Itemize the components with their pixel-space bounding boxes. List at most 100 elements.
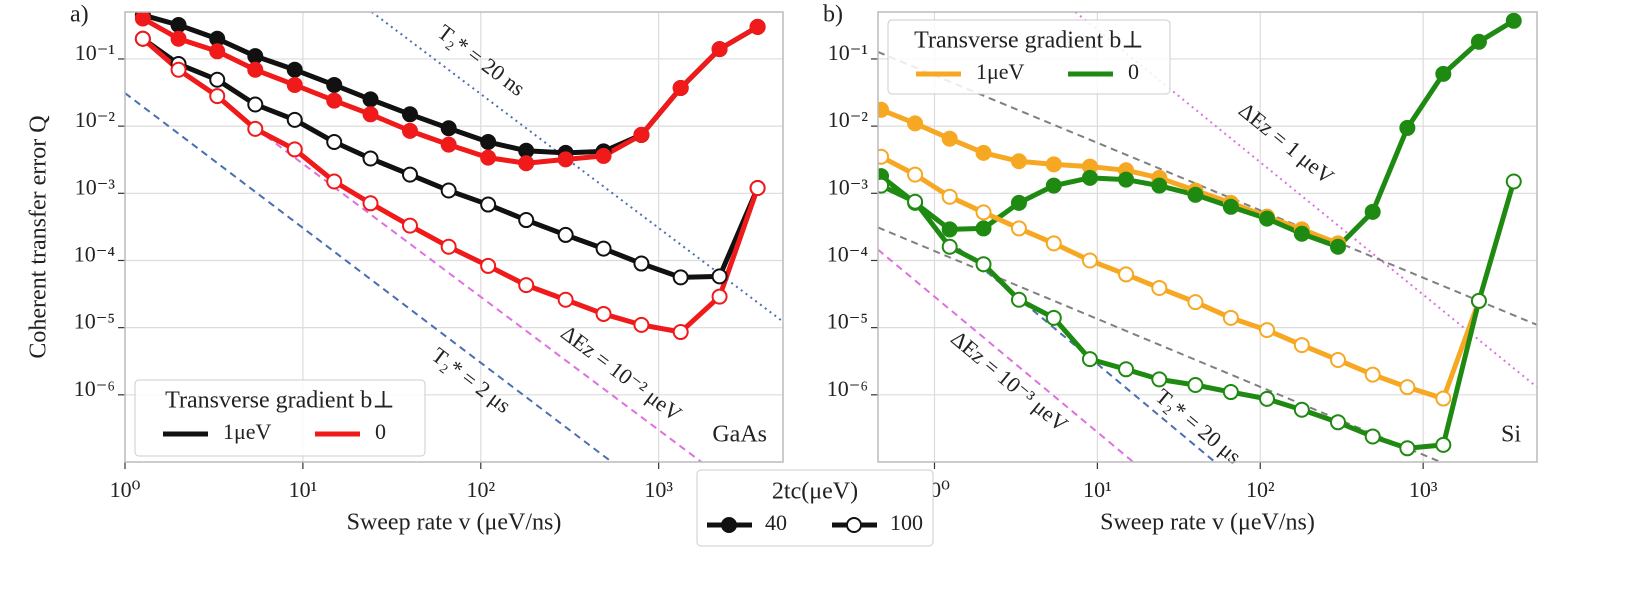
legend-label: 0 [375,419,386,444]
marker [247,120,264,137]
marker [286,61,303,78]
marker [711,268,728,285]
marker [1399,119,1416,136]
marker [1222,384,1239,401]
material-label: Si [1501,422,1521,448]
marker [326,134,343,151]
marker [557,291,574,308]
y-tick-label: 10⁻⁶ [74,376,115,401]
marker [440,136,457,153]
marker [440,120,457,137]
marker [1259,390,1276,407]
marker [440,238,457,255]
y-axis-label: Coherent transfer error Q [26,115,52,358]
legend-label: 100 [890,510,923,535]
marker [749,179,766,196]
y-tick-label: 10⁻⁵ [827,309,868,334]
marker [595,305,612,322]
marker [557,226,574,243]
y-tick-label: 10⁻² [75,107,116,132]
marker [1470,292,1487,309]
axes-frame [877,11,1538,463]
marker [401,166,418,183]
marker [1259,210,1276,227]
marker [480,196,497,213]
marker [286,111,303,128]
marker [1364,366,1381,383]
legend-label: 1μeV [223,419,272,444]
marker [633,316,650,333]
marker [711,41,728,58]
marker [633,255,650,272]
marker [1010,153,1027,170]
marker [1329,351,1346,368]
marker [1118,361,1135,378]
y-tick-label: 10⁻⁵ [74,309,115,334]
marker [1151,279,1168,296]
marker [1222,309,1239,326]
x-tick-label: 10¹ [1083,477,1112,502]
y-tick-label: 10⁻¹ [828,40,868,65]
marker [1010,194,1027,211]
marker [1187,294,1204,311]
marker [1293,225,1310,242]
x-tick-label: 10² [466,477,495,502]
legend-marker [846,517,862,533]
marker [362,91,379,108]
marker [1259,322,1276,339]
marker [362,150,379,167]
marker [1081,252,1098,269]
reference-line [878,51,1537,326]
marker [975,220,992,237]
marker [907,193,924,210]
panel-label: b) [823,2,843,28]
legend-label: 40 [765,510,787,535]
legend-title: 2tc(μeV) [772,479,858,505]
x-tick-label: 10¹ [289,477,318,502]
marker [326,92,343,109]
marker [518,212,535,229]
marker [1045,309,1062,326]
marker [209,43,226,60]
axes-frame [124,11,784,463]
marker [134,12,151,27]
legend-marker [721,517,737,533]
marker [941,238,958,255]
marker [1470,33,1487,50]
marker [247,61,264,78]
marker [711,288,728,305]
marker [1293,401,1310,418]
x-tick-label: 10³ [1409,477,1438,502]
marker [247,48,264,65]
marker [749,18,766,35]
marker [1329,414,1346,431]
marker [170,61,187,78]
marker [975,144,992,161]
y-tick-label: 10⁻¹ [75,40,115,65]
y-tick-label: 10⁻⁴ [827,242,869,267]
marker [1505,173,1522,190]
marker [401,106,418,123]
marker [440,182,457,199]
marker [907,115,924,132]
marker [326,173,343,190]
y-tick-label: 10⁻⁶ [827,376,868,401]
marker [518,155,535,172]
marker [170,17,187,34]
marker [878,177,890,194]
reference-line [371,12,783,323]
y-tick-label: 10⁻⁴ [74,242,116,267]
legend-label: 1μeV [976,59,1025,84]
marker [878,148,890,165]
marker [672,79,689,96]
marker [1399,440,1416,457]
marker [975,204,992,221]
marker [975,256,992,273]
marker [878,101,890,118]
marker [362,106,379,123]
marker [1435,65,1452,82]
marker [1045,177,1062,194]
marker [1151,177,1168,194]
marker [247,96,264,113]
